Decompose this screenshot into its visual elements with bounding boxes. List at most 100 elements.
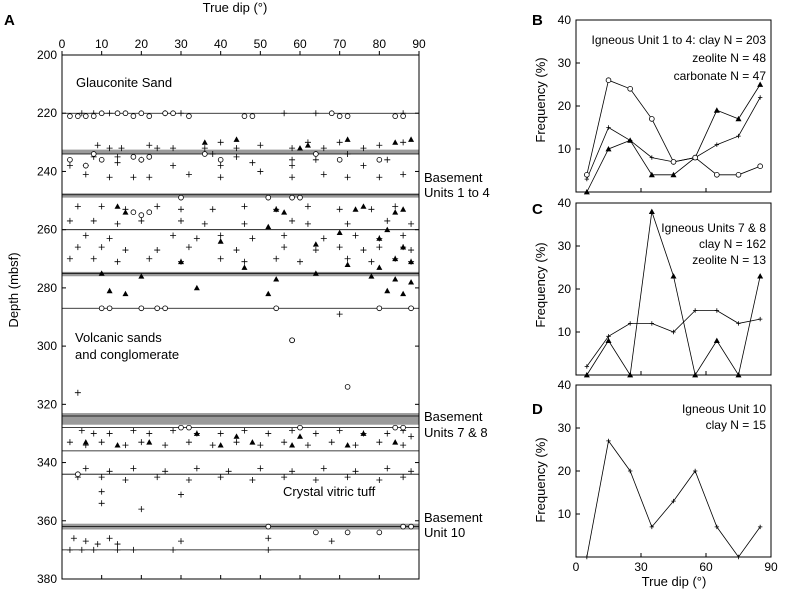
point-clay bbox=[336, 206, 343, 213]
freq-y-tick-label: 40 bbox=[558, 378, 572, 392]
panel-d-frame bbox=[575, 384, 772, 558]
panel-d-x-axis-label: True dip (°) bbox=[642, 574, 707, 589]
point-clay bbox=[304, 203, 311, 210]
point-clay bbox=[154, 145, 161, 152]
point-clay bbox=[392, 203, 399, 210]
point-clay bbox=[241, 258, 248, 265]
point-zeolite bbox=[312, 241, 319, 247]
label-volcanic-sands-line2: and conglomerate bbox=[75, 347, 179, 362]
point-zeolite bbox=[400, 290, 407, 297]
panel-d-legend-line2: clay N = 15 bbox=[706, 418, 767, 432]
y-tick-label: 360 bbox=[37, 514, 57, 528]
point-clay bbox=[217, 139, 224, 146]
point-zeolite bbox=[281, 209, 288, 215]
point-carbonate bbox=[265, 523, 272, 530]
point-clay bbox=[185, 439, 192, 446]
point-carbonate bbox=[75, 113, 81, 119]
point-clay bbox=[312, 430, 319, 437]
point-clay bbox=[320, 465, 327, 472]
x-tick-label: 30 bbox=[174, 37, 188, 51]
freq-y-tick-label: 20 bbox=[558, 99, 572, 113]
y-tick-label: 340 bbox=[37, 456, 57, 470]
series-point-clay bbox=[757, 316, 763, 322]
freq-y-tick-label: 20 bbox=[558, 464, 572, 478]
point-zeolite bbox=[217, 238, 224, 244]
point-clay bbox=[336, 311, 343, 318]
point-clay bbox=[170, 546, 177, 553]
panel-a-unit-boundaries bbox=[62, 112, 419, 551]
shaded-band-2 bbox=[62, 271, 419, 277]
point-clay bbox=[82, 465, 89, 472]
point-zeolite bbox=[312, 270, 319, 276]
point-clay bbox=[130, 174, 137, 181]
point-clay bbox=[360, 247, 367, 254]
point-zeolite bbox=[400, 206, 407, 212]
point-carbonate bbox=[392, 113, 399, 119]
point-zeolite bbox=[82, 439, 89, 445]
point-zeolite bbox=[368, 273, 375, 279]
point-clay bbox=[82, 171, 89, 178]
label-basement-units-1-4-line1: Basement bbox=[424, 170, 483, 185]
point-clay bbox=[114, 159, 121, 166]
point-clay bbox=[249, 477, 256, 484]
point-carbonate bbox=[297, 194, 303, 201]
point-clay bbox=[217, 474, 224, 481]
x-tick-label: 0 bbox=[59, 37, 66, 51]
series-point-carbonate bbox=[735, 172, 742, 178]
point-clay bbox=[217, 255, 224, 262]
y-tick-label: 320 bbox=[37, 397, 57, 411]
point-carbonate bbox=[344, 113, 351, 119]
point-clay bbox=[130, 427, 137, 434]
label-volcanic-sands-line1: Volcanic sands bbox=[75, 330, 162, 345]
point-clay bbox=[146, 142, 153, 149]
point-carbonate bbox=[114, 110, 121, 117]
series-point-zeolite bbox=[757, 81, 764, 87]
point-clay bbox=[90, 546, 97, 553]
point-zeolite bbox=[178, 258, 184, 265]
point-zeolite bbox=[344, 442, 351, 448]
panel-a-letter: A bbox=[4, 12, 15, 29]
point-carbonate bbox=[313, 151, 319, 157]
point-clay bbox=[185, 171, 192, 178]
point-clay bbox=[344, 150, 351, 157]
point-clay bbox=[78, 427, 85, 434]
panel-d-y-axis-label: Frequency (%) bbox=[533, 437, 548, 522]
series-point-clay bbox=[584, 364, 590, 369]
point-clay bbox=[74, 244, 81, 251]
point-clay bbox=[106, 174, 113, 181]
point-clay bbox=[217, 174, 224, 181]
point-clay bbox=[312, 247, 319, 254]
series-line-clay bbox=[586, 97, 761, 180]
point-clay bbox=[352, 442, 359, 449]
series-point-clay bbox=[649, 524, 655, 530]
point-carbonate bbox=[289, 194, 295, 201]
point-carbonate bbox=[313, 529, 319, 536]
shaded-band-1 bbox=[62, 193, 419, 198]
point-clay bbox=[201, 220, 208, 227]
panel-c-legend-line1: Igneous Units 7 & 8 bbox=[661, 221, 766, 235]
freq-y-tick-label: 10 bbox=[558, 142, 572, 156]
point-clay bbox=[400, 232, 407, 239]
panel-b-legend-line1: Igneous Unit 1 to 4: clay N = 203 bbox=[592, 33, 767, 47]
point-clay bbox=[122, 477, 129, 484]
point-carbonate bbox=[122, 110, 129, 117]
series-point-zeolite bbox=[605, 337, 612, 343]
series-point-clay bbox=[714, 308, 720, 313]
point-clay bbox=[336, 244, 343, 251]
point-zeolite bbox=[265, 290, 272, 297]
x-tick-label: 80 bbox=[373, 37, 387, 51]
point-clay bbox=[114, 546, 121, 553]
point-clay bbox=[384, 430, 391, 437]
point-clay bbox=[257, 168, 264, 175]
y-tick-label: 200 bbox=[37, 48, 57, 62]
point-carbonate bbox=[400, 424, 406, 431]
point-clay bbox=[384, 156, 391, 163]
label-basement-units-1-4-line2: Units 1 to 4 bbox=[424, 185, 490, 200]
point-clay bbox=[138, 439, 145, 446]
x-tick-label: 60 bbox=[293, 37, 307, 51]
point-clay bbox=[400, 442, 407, 449]
point-clay bbox=[320, 145, 327, 152]
series-point-zeolite bbox=[605, 146, 612, 152]
x-tick-label: 20 bbox=[135, 37, 149, 51]
point-carbonate bbox=[138, 212, 145, 218]
